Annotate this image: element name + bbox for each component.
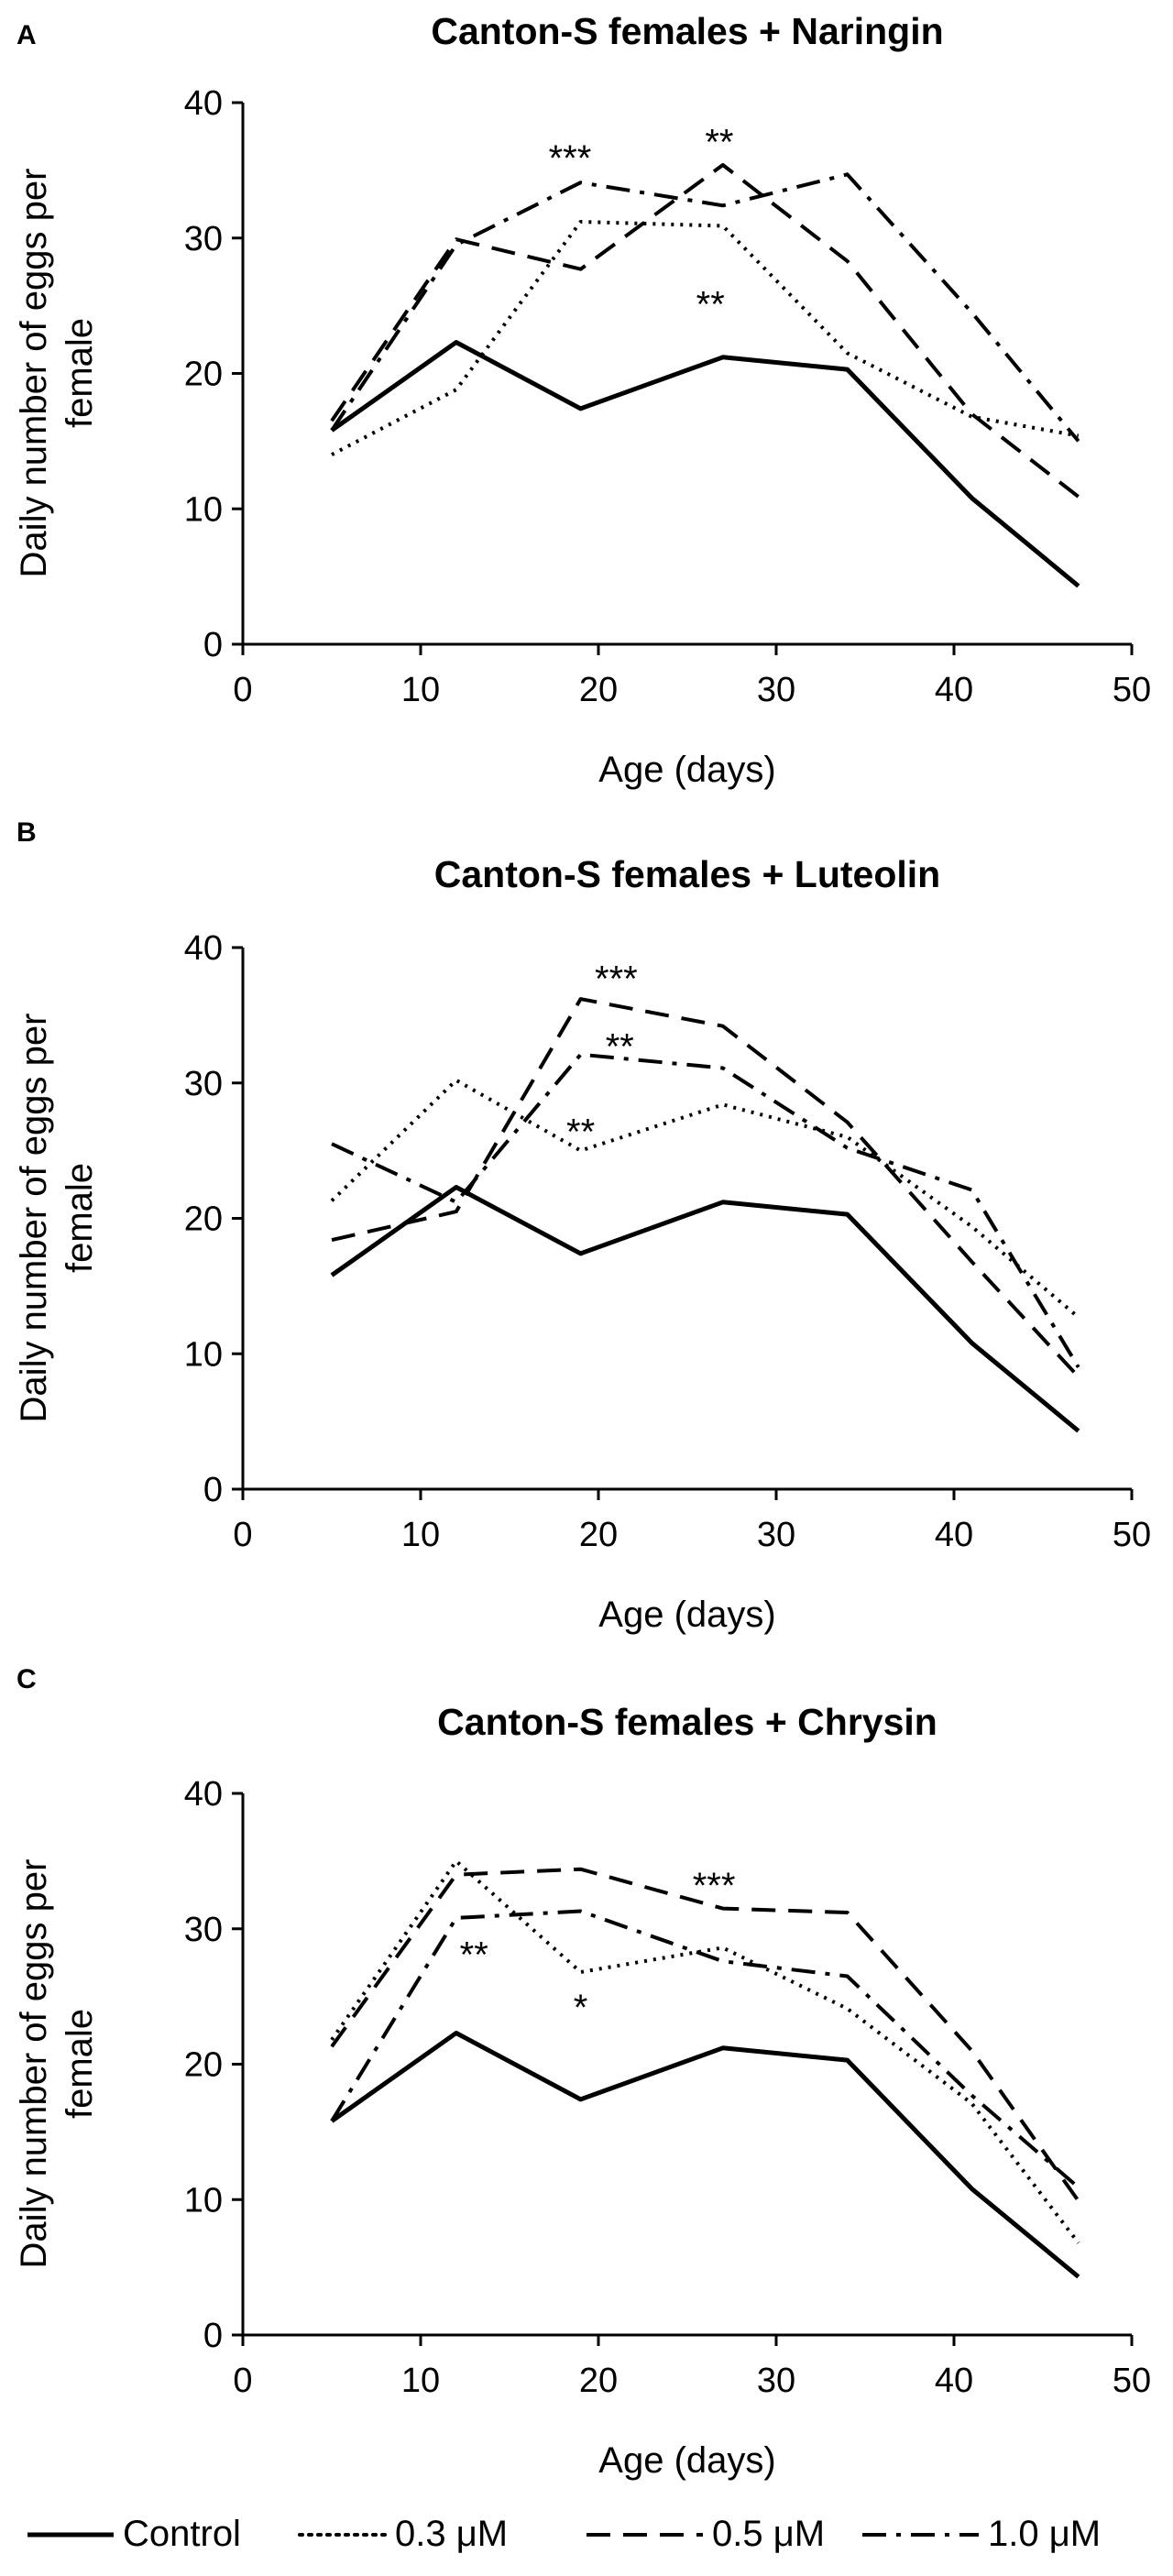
x-tick-label: 50 — [1113, 2362, 1151, 2400]
chart-title: Canton-S females + Naringin — [431, 10, 943, 52]
x-tick-label: 40 — [935, 2362, 973, 2400]
x-tick-label: 10 — [401, 1516, 440, 1554]
significance-label: ** — [460, 1935, 488, 1975]
significance-label: * — [574, 1988, 588, 2028]
panel-letter: B — [16, 817, 37, 848]
panel-letter: C — [16, 1664, 37, 1694]
y-axis-label: Daily number of eggs per female — [14, 1859, 100, 2269]
y-tick-label: 40 — [184, 929, 223, 968]
y-axis-label: Daily number of eggs per female — [14, 169, 100, 578]
x-tick-label: 30 — [757, 1516, 795, 1554]
y-tick-label: 30 — [184, 1065, 223, 1103]
chart-panel-b: B Canton-S females + Luteolin 0 10 20 30 40 0 10… — [14, 817, 1151, 1635]
y-tick-label: 30 — [184, 220, 223, 258]
series-line-dashed — [330, 163, 1080, 499]
series-line-solid — [330, 2031, 1080, 2279]
y-tick-label: 20 — [184, 2046, 223, 2085]
y-tick-label: 40 — [184, 1775, 223, 1814]
significance-label: ** — [696, 285, 725, 325]
x-tick-label: 20 — [579, 671, 618, 709]
x-tick-label: 0 — [233, 671, 252, 709]
x-axis-label: Age (days) — [598, 1595, 775, 1635]
y-tick-label: 10 — [184, 1335, 223, 1374]
x-tick-label: 0 — [233, 2362, 252, 2400]
y-tick-label: 10 — [184, 2181, 223, 2220]
x-tick-label: 30 — [757, 2362, 795, 2400]
x-tick-label: 40 — [935, 671, 973, 709]
x-tick-label: 10 — [401, 671, 440, 709]
panel-letter: A — [16, 20, 37, 50]
series-line-dashdot — [330, 1909, 1080, 2189]
legend-label: 1.0 μM — [988, 2514, 1101, 2554]
chart-panel-a: A Canton-S females + Naringin 0 10 20 30 40 0 10… — [14, 10, 1151, 790]
legend: Control 0.3 μM 0.5 μM 1.0 μM — [27, 2514, 1101, 2554]
significance-label: *** — [595, 959, 638, 1000]
y-tick-label: 20 — [184, 356, 223, 394]
series-line-dashed — [330, 1867, 1080, 2202]
significance-label: ** — [606, 1026, 634, 1067]
x-tick-label: 10 — [401, 2362, 440, 2400]
chart-title: Canton-S females + Luteolin — [434, 853, 940, 895]
chart-title: Canton-S females + Chrysin — [437, 1701, 937, 1743]
x-tick-label: 50 — [1113, 671, 1151, 709]
significance-label: *** — [549, 138, 592, 179]
x-tick-label: 40 — [935, 1516, 973, 1554]
y-tick-label: 10 — [184, 490, 223, 529]
y-axis-label: Daily number of eggs per female — [14, 1014, 100, 1423]
x-axis-label: Age (days) — [598, 2440, 775, 2481]
significance-label: *** — [693, 1866, 736, 1906]
series-line-dashed — [331, 997, 1080, 1378]
x-axis-label: Age (days) — [598, 750, 775, 790]
series-line-solid — [330, 340, 1080, 588]
legend-label: Control — [123, 2514, 241, 2554]
x-tick-label: 30 — [757, 671, 795, 709]
chart-panel-c: C Canton-S females + Chrysin 0 10 20 30 40 0 10 2… — [14, 1664, 1151, 2481]
y-tick-label: 0 — [203, 626, 223, 664]
x-tick-label: 50 — [1113, 1516, 1151, 1554]
significance-label: ** — [566, 1112, 595, 1152]
significance-label: ** — [705, 122, 733, 162]
legend-label: 0.3 μM — [395, 2514, 508, 2554]
y-tick-label: 20 — [184, 1200, 223, 1239]
x-tick-label: 0 — [233, 1516, 252, 1554]
x-tick-label: 20 — [579, 2362, 618, 2400]
y-tick-label: 30 — [184, 1911, 223, 1949]
y-tick-label: 40 — [184, 84, 223, 123]
x-tick-label: 20 — [579, 1516, 618, 1554]
series-line-dashdot — [330, 172, 1080, 443]
series-line-dashdot — [331, 1052, 1080, 1369]
legend-label: 0.5 μM — [712, 2514, 825, 2554]
y-tick-label: 0 — [203, 2317, 223, 2355]
series-line-solid — [330, 1185, 1080, 1433]
y-tick-label: 0 — [203, 1471, 223, 1509]
